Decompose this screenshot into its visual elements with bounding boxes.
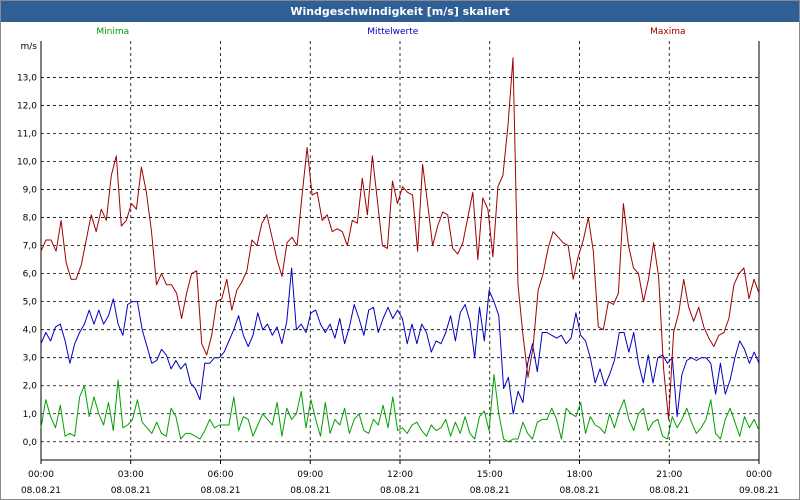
x-tick-date: 08.08.21 bbox=[649, 486, 689, 496]
x-tick-time: 00:00 bbox=[746, 470, 772, 480]
y-tick-label: 2,0 bbox=[23, 382, 38, 392]
y-tick-label: 5,0 bbox=[23, 298, 38, 308]
x-tick-date: 08.08.21 bbox=[200, 486, 240, 496]
y-tick-label: 7,0 bbox=[23, 242, 38, 252]
y-tick-label: 11,0 bbox=[17, 129, 37, 139]
series-line-maxima bbox=[40, 57, 760, 420]
y-tick-label: 10,0 bbox=[17, 158, 37, 168]
y-tick-label: 6,0 bbox=[23, 270, 38, 280]
x-tick-time: 18:00 bbox=[567, 470, 593, 480]
x-tick-time: 09:00 bbox=[297, 470, 323, 480]
x-tick-date: 08.08.21 bbox=[380, 486, 420, 496]
y-tick-label: 12,0 bbox=[17, 101, 37, 111]
y-tick-label: 1,0 bbox=[23, 410, 38, 420]
y-axis-label: m/s bbox=[21, 42, 38, 52]
x-tick-date: 09.08.21 bbox=[739, 486, 779, 496]
x-tick-date: 08.08.21 bbox=[470, 486, 510, 496]
x-tick-time: 21:00 bbox=[656, 470, 682, 480]
y-tick-label: 0,0 bbox=[23, 438, 38, 448]
x-tick-time: 15:00 bbox=[477, 470, 503, 480]
x-tick-date: 08.08.21 bbox=[111, 486, 151, 496]
legend-maxima: Maxima bbox=[650, 27, 685, 37]
chart-title: Windgeschwindigkeit [m/s] skaliert bbox=[1, 1, 799, 22]
y-tick-label: 8,0 bbox=[23, 214, 38, 224]
x-tick-time: 12:00 bbox=[387, 470, 413, 480]
x-tick-time: 00:00 bbox=[28, 470, 54, 480]
y-tick-label: 13,0 bbox=[17, 73, 37, 83]
x-tick-time: 06:00 bbox=[208, 470, 234, 480]
series-line-mittelwerte bbox=[40, 267, 760, 418]
legend-mittelwerte: Mittelwerte bbox=[367, 27, 418, 37]
x-tick-date: 08.08.21 bbox=[559, 486, 599, 496]
x-tick-time: 03:00 bbox=[118, 470, 144, 480]
legend-minima: Minima bbox=[96, 27, 129, 37]
series-line-minima bbox=[40, 374, 760, 443]
y-tick-label: 9,0 bbox=[23, 186, 38, 196]
y-tick-label: 3,0 bbox=[23, 354, 38, 364]
y-tick-label: 4,0 bbox=[23, 326, 38, 336]
x-tick-date: 08.08.21 bbox=[290, 486, 330, 496]
x-tick-date: 08.08.21 bbox=[21, 486, 61, 496]
